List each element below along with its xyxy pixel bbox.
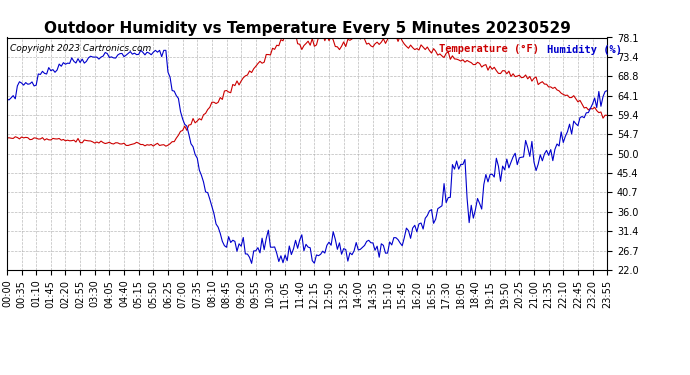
Text: Humidity (%): Humidity (%) [547, 45, 622, 54]
Text: Temperature (°F): Temperature (°F) [439, 45, 539, 54]
Title: Outdoor Humidity vs Temperature Every 5 Minutes 20230529: Outdoor Humidity vs Temperature Every 5 … [43, 21, 571, 36]
Text: Copyright 2023 Cartronics.com: Copyright 2023 Cartronics.com [10, 45, 151, 54]
